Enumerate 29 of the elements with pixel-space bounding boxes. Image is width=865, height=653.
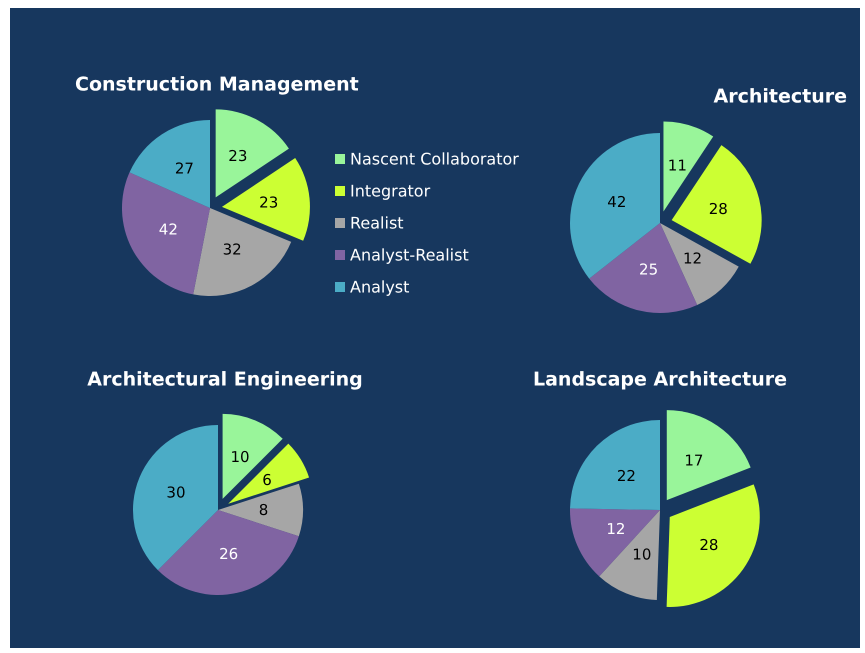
chart-title: Architectural Engineering bbox=[87, 368, 363, 390]
data-label: 10 bbox=[632, 545, 652, 564]
chart-title: Landscape Architecture bbox=[532, 368, 788, 390]
data-label: 10 bbox=[230, 448, 250, 466]
data-label: 12 bbox=[683, 249, 702, 268]
data-label: 28 bbox=[708, 200, 728, 218]
legend-label: Analyst-Realist bbox=[350, 246, 469, 264]
data-label: 11 bbox=[668, 156, 687, 175]
legend-label: Integrator bbox=[350, 182, 431, 200]
data-label: 30 bbox=[166, 484, 186, 502]
data-label: 17 bbox=[684, 451, 704, 470]
data-label: 32 bbox=[222, 240, 242, 258]
data-label: 42 bbox=[607, 193, 626, 212]
legend-label: Nascent Collaborator bbox=[350, 150, 520, 168]
data-label: 26 bbox=[219, 545, 238, 564]
data-label: 6 bbox=[262, 470, 272, 489]
data-label: 12 bbox=[606, 520, 626, 538]
legend-label: Realist bbox=[350, 214, 404, 232]
data-label: 23 bbox=[259, 193, 278, 212]
data-label: 28 bbox=[699, 536, 718, 554]
legend-label: Analyst bbox=[350, 278, 410, 296]
data-label: 25 bbox=[639, 260, 658, 279]
data-label: 22 bbox=[616, 466, 636, 485]
chart-title: Architecture bbox=[714, 86, 848, 108]
data-label: 27 bbox=[174, 160, 194, 178]
data-label: 42 bbox=[158, 220, 178, 239]
chart-title: Construction Management bbox=[75, 74, 359, 96]
data-label: 23 bbox=[228, 146, 248, 165]
data-label: 8 bbox=[258, 501, 268, 519]
